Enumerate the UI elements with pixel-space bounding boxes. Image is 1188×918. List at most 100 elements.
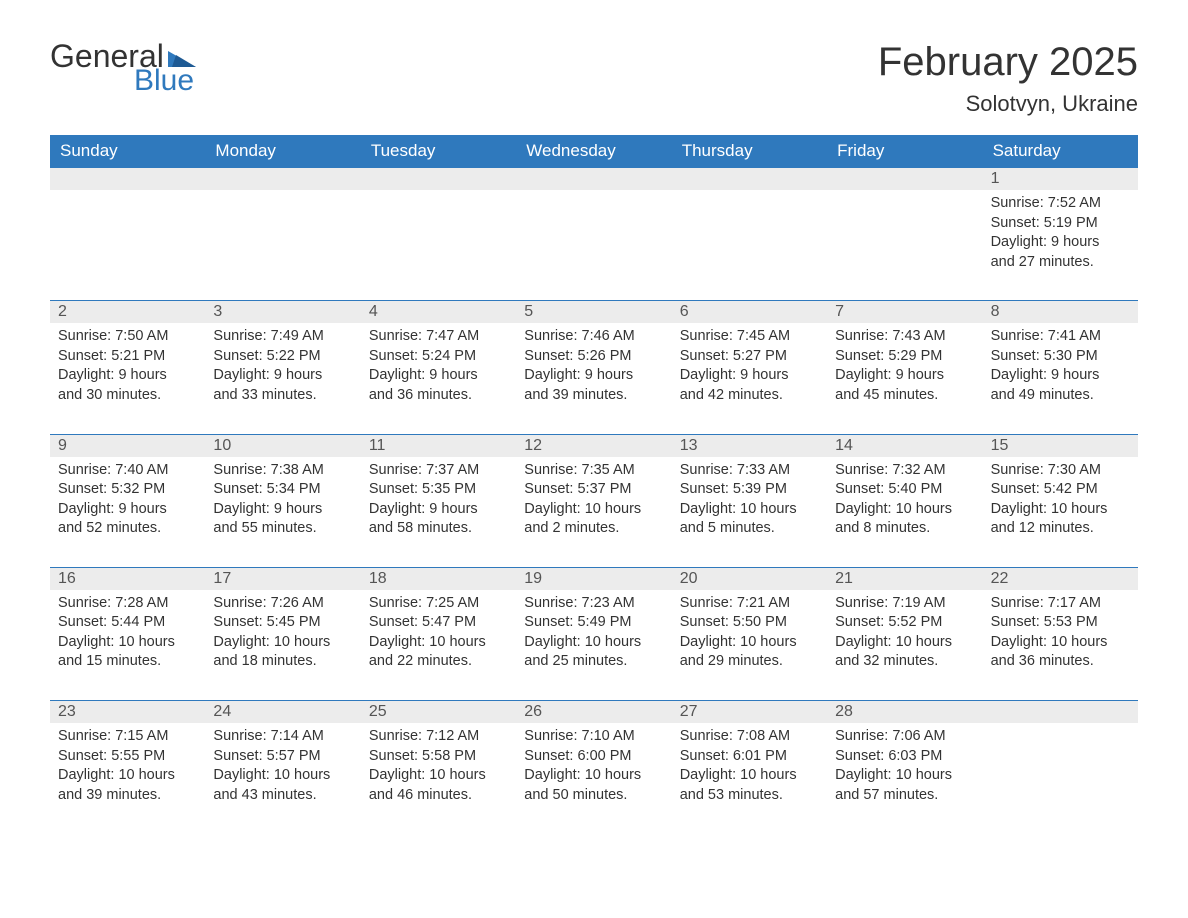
day-day2-line: and 8 minutes.	[835, 519, 974, 539]
day-number-row	[672, 168, 827, 190]
day-number: 9	[50, 435, 205, 457]
day-day2-line: and 12 minutes.	[991, 519, 1130, 539]
day-day1-line: Daylight: 10 hours	[369, 633, 508, 653]
day-details: Sunrise: 7:40 AMSunset: 5:32 PMDaylight:…	[50, 457, 205, 539]
day-sunset-line: Sunset: 5:29 PM	[835, 347, 974, 367]
day-day1-line: Daylight: 9 hours	[369, 366, 508, 386]
calendar-day-cell: 14Sunrise: 7:32 AMSunset: 5:40 PMDayligh…	[827, 434, 982, 539]
day-sunrise-line: Sunrise: 7:45 AM	[680, 327, 819, 347]
day-number: 25	[361, 701, 516, 723]
day-day1-line: Daylight: 10 hours	[991, 633, 1130, 653]
day-number-row	[361, 168, 516, 190]
day-sunset-line: Sunset: 5:39 PM	[680, 480, 819, 500]
day-sunset-line: Sunset: 5:52 PM	[835, 613, 974, 633]
day-day1-line: Daylight: 10 hours	[524, 500, 663, 520]
day-details: Sunrise: 7:19 AMSunset: 5:52 PMDaylight:…	[827, 590, 982, 672]
day-sunset-line: Sunset: 5:55 PM	[58, 747, 197, 767]
day-number: 13	[672, 435, 827, 457]
calendar-day-blank	[361, 167, 516, 272]
day-details: Sunrise: 7:06 AMSunset: 6:03 PMDaylight:…	[827, 723, 982, 805]
day-day1-line: Daylight: 9 hours	[213, 500, 352, 520]
day-day1-line: Daylight: 9 hours	[369, 500, 508, 520]
weekday-header-cell: Tuesday	[361, 135, 516, 167]
day-sunset-line: Sunset: 5:30 PM	[991, 347, 1130, 367]
day-details: Sunrise: 7:49 AMSunset: 5:22 PMDaylight:…	[205, 323, 360, 405]
title-block: February 2025 Solotvyn, Ukraine	[878, 40, 1138, 117]
day-day1-line: Daylight: 10 hours	[835, 633, 974, 653]
day-sunset-line: Sunset: 5:44 PM	[58, 613, 197, 633]
day-number: 3	[205, 301, 360, 323]
day-day2-line: and 15 minutes.	[58, 652, 197, 672]
weekday-header-row: SundayMondayTuesdayWednesdayThursdayFrid…	[50, 135, 1138, 167]
day-number: 18	[361, 568, 516, 590]
day-sunrise-line: Sunrise: 7:30 AM	[991, 461, 1130, 481]
day-day1-line: Daylight: 10 hours	[58, 633, 197, 653]
day-sunrise-line: Sunrise: 7:52 AM	[991, 194, 1130, 214]
day-sunset-line: Sunset: 5:27 PM	[680, 347, 819, 367]
day-number: 7	[827, 301, 982, 323]
month-title: February 2025	[878, 40, 1138, 85]
day-number: 2	[50, 301, 205, 323]
day-day2-line: and 52 minutes.	[58, 519, 197, 539]
day-day1-line: Daylight: 9 hours	[58, 366, 197, 386]
day-details: Sunrise: 7:30 AMSunset: 5:42 PMDaylight:…	[983, 457, 1138, 539]
calendar-day-cell: 5Sunrise: 7:46 AMSunset: 5:26 PMDaylight…	[516, 300, 671, 405]
day-details: Sunrise: 7:14 AMSunset: 5:57 PMDaylight:…	[205, 723, 360, 805]
day-sunrise-line: Sunrise: 7:47 AM	[369, 327, 508, 347]
day-day2-line: and 45 minutes.	[835, 386, 974, 406]
day-sunrise-line: Sunrise: 7:12 AM	[369, 727, 508, 747]
day-number: 5	[516, 301, 671, 323]
day-sunset-line: Sunset: 5:21 PM	[58, 347, 197, 367]
day-day2-line: and 22 minutes.	[369, 652, 508, 672]
calendar-week-row: 16Sunrise: 7:28 AMSunset: 5:44 PMDayligh…	[50, 567, 1138, 672]
day-number-row	[516, 168, 671, 190]
day-sunrise-line: Sunrise: 7:10 AM	[524, 727, 663, 747]
day-sunset-line: Sunset: 6:03 PM	[835, 747, 974, 767]
weekday-header-cell: Saturday	[983, 135, 1138, 167]
calendar-day-cell: 28Sunrise: 7:06 AMSunset: 6:03 PMDayligh…	[827, 700, 982, 805]
day-day1-line: Daylight: 10 hours	[213, 633, 352, 653]
day-sunrise-line: Sunrise: 7:38 AM	[213, 461, 352, 481]
day-number: 11	[361, 435, 516, 457]
day-day2-line: and 39 minutes.	[524, 386, 663, 406]
day-sunrise-line: Sunrise: 7:23 AM	[524, 594, 663, 614]
page-header: General Blue February 2025 Solotvyn, Ukr…	[50, 40, 1138, 117]
day-sunset-line: Sunset: 5:24 PM	[369, 347, 508, 367]
day-sunset-line: Sunset: 5:37 PM	[524, 480, 663, 500]
day-number: 19	[516, 568, 671, 590]
day-day1-line: Daylight: 9 hours	[524, 366, 663, 386]
day-sunset-line: Sunset: 5:50 PM	[680, 613, 819, 633]
day-details: Sunrise: 7:50 AMSunset: 5:21 PMDaylight:…	[50, 323, 205, 405]
day-number: 26	[516, 701, 671, 723]
calendar-week-row: 2Sunrise: 7:50 AMSunset: 5:21 PMDaylight…	[50, 300, 1138, 405]
day-sunset-line: Sunset: 5:42 PM	[991, 480, 1130, 500]
day-sunrise-line: Sunrise: 7:33 AM	[680, 461, 819, 481]
day-day2-line: and 30 minutes.	[58, 386, 197, 406]
day-sunrise-line: Sunrise: 7:19 AM	[835, 594, 974, 614]
calendar-day-cell: 21Sunrise: 7:19 AMSunset: 5:52 PMDayligh…	[827, 567, 982, 672]
day-sunrise-line: Sunrise: 7:14 AM	[213, 727, 352, 747]
day-day2-line: and 36 minutes.	[991, 652, 1130, 672]
day-details: Sunrise: 7:43 AMSunset: 5:29 PMDaylight:…	[827, 323, 982, 405]
location-label: Solotvyn, Ukraine	[878, 91, 1138, 117]
calendar-day-blank	[50, 167, 205, 272]
day-sunset-line: Sunset: 5:19 PM	[991, 214, 1130, 234]
day-day1-line: Daylight: 10 hours	[835, 500, 974, 520]
day-details: Sunrise: 7:25 AMSunset: 5:47 PMDaylight:…	[361, 590, 516, 672]
day-day2-line: and 43 minutes.	[213, 786, 352, 806]
day-number: 6	[672, 301, 827, 323]
calendar-day-cell: 23Sunrise: 7:15 AMSunset: 5:55 PMDayligh…	[50, 700, 205, 805]
day-number-row	[983, 701, 1138, 723]
day-sunset-line: Sunset: 5:26 PM	[524, 347, 663, 367]
calendar-day-cell: 22Sunrise: 7:17 AMSunset: 5:53 PMDayligh…	[983, 567, 1138, 672]
weekday-header-cell: Wednesday	[516, 135, 671, 167]
day-day1-line: Daylight: 9 hours	[835, 366, 974, 386]
day-sunrise-line: Sunrise: 7:40 AM	[58, 461, 197, 481]
day-day2-line: and 32 minutes.	[835, 652, 974, 672]
day-day2-line: and 36 minutes.	[369, 386, 508, 406]
day-sunrise-line: Sunrise: 7:37 AM	[369, 461, 508, 481]
calendar-day-cell: 20Sunrise: 7:21 AMSunset: 5:50 PMDayligh…	[672, 567, 827, 672]
day-day1-line: Daylight: 9 hours	[991, 233, 1130, 253]
day-sunrise-line: Sunrise: 7:21 AM	[680, 594, 819, 614]
calendar-day-cell: 6Sunrise: 7:45 AMSunset: 5:27 PMDaylight…	[672, 300, 827, 405]
